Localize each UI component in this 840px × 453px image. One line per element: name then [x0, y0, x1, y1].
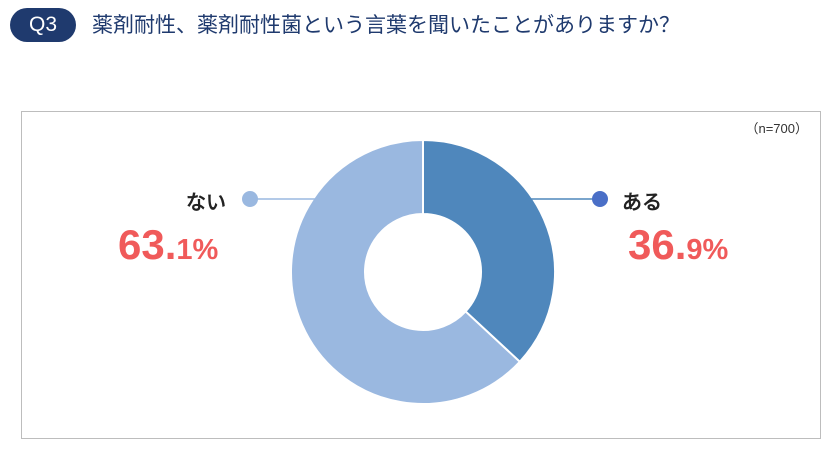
sample-size-note: （n=700）	[745, 121, 808, 136]
percent-nai: 63.1%	[118, 221, 218, 269]
leader-nai-marker	[242, 191, 258, 207]
percent-aru: 36.9%	[628, 221, 728, 269]
question-title: 薬剤耐性、薬剤耐性菌という言葉を聞いたことがありますか？	[92, 13, 680, 37]
label-nai: ない	[186, 190, 226, 214]
label-aru: ある	[622, 190, 662, 214]
donut-slice-0	[422, 138, 556, 364]
question-number-badge: Q3	[10, 8, 76, 42]
percent-aru-int: 36.	[628, 221, 687, 268]
percent-nai-dec: 1%	[176, 234, 219, 266]
donut-slice-1	[290, 138, 522, 405]
leader-aru-marker	[592, 191, 608, 207]
question-number: Q3	[28, 13, 57, 36]
percent-nai-int: 63.	[118, 221, 177, 268]
percent-aru-dec: 9%	[686, 234, 729, 266]
